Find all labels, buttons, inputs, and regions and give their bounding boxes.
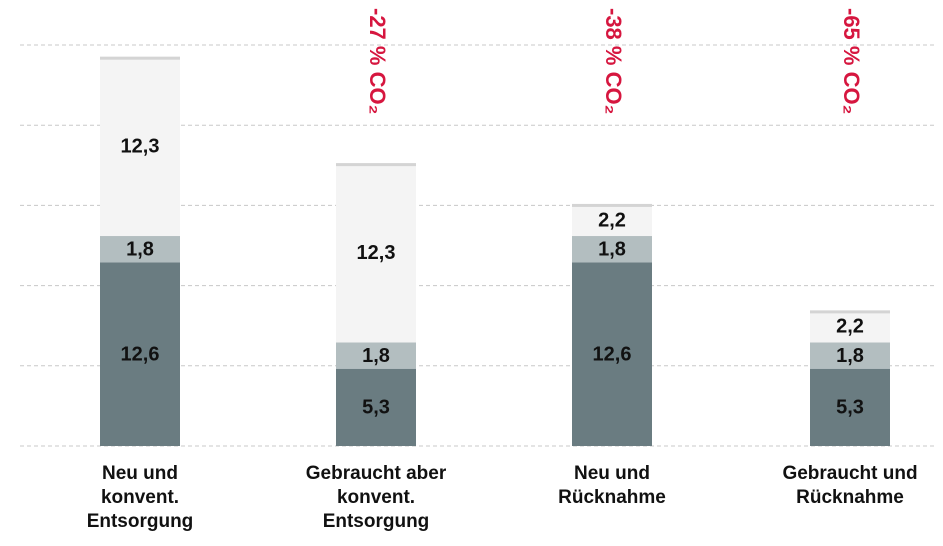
annotation: -27 % CO₂ <box>365 8 390 114</box>
data-label: 1,8 <box>598 238 626 260</box>
bar-segment <box>100 262 180 446</box>
annotation: -65 % CO₂ <box>839 8 864 114</box>
bar-segment <box>810 310 890 343</box>
data-label: 2,2 <box>598 209 626 231</box>
bar-segment <box>336 163 416 343</box>
bar-segment <box>100 236 180 263</box>
data-label: 12,3 <box>121 136 160 158</box>
bar-segment <box>572 236 652 263</box>
bar-top-edge <box>336 163 416 167</box>
x-tick-label: Neu und konvent. Entsorgung <box>86 463 194 532</box>
bar-top-edge <box>572 203 652 207</box>
bar-segment <box>336 342 416 369</box>
x-tick-label: Gebraucht aber konvent. Entsorgung <box>305 463 447 532</box>
bar-top-edge <box>100 56 180 60</box>
bar-segment <box>336 368 416 446</box>
bar-segment <box>572 203 652 237</box>
bar-segment <box>810 342 890 369</box>
data-label: 1,8 <box>362 345 390 367</box>
bar-top-edge <box>810 310 890 314</box>
data-label: 12,3 <box>357 242 396 264</box>
bar-segment <box>572 262 652 446</box>
x-tick-label: Gebraucht und Rücknahme <box>782 463 918 508</box>
data-label: 1,8 <box>126 238 154 260</box>
data-label: 12,6 <box>593 343 632 365</box>
data-label: 2,2 <box>836 316 864 338</box>
data-label: 12,6 <box>121 343 160 365</box>
data-label: 5,3 <box>362 397 390 419</box>
x-tick-label: Neu und Rücknahme <box>558 463 666 508</box>
bar-segment <box>810 368 890 446</box>
data-label: 1,8 <box>836 345 864 367</box>
data-label: 5,3 <box>836 397 864 419</box>
annotation: -38 % CO₂ <box>601 8 626 114</box>
bar-segment <box>100 56 180 237</box>
